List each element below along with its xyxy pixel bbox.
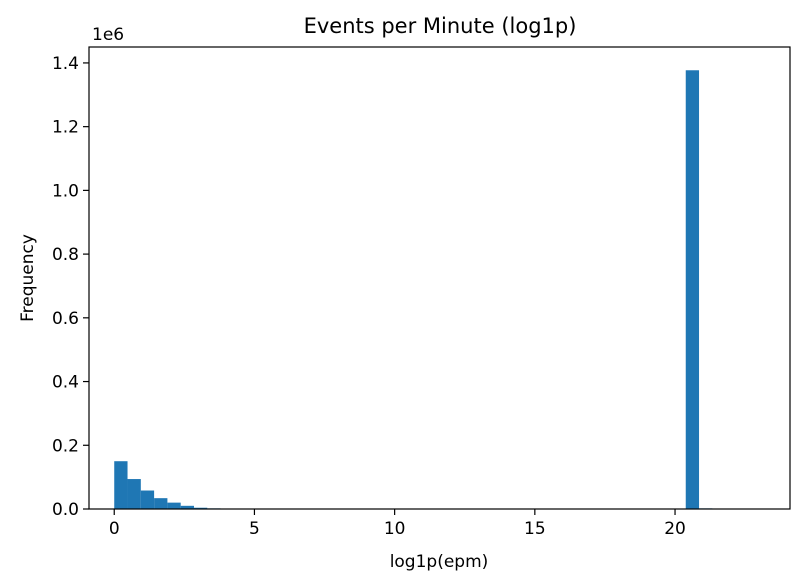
x-tick-label: 15 — [524, 519, 546, 539]
ticks-layer: 0 5 10 15 20 0.0 0.2 0.4 0.6 0.8 1.0 1.2 1.4 — [52, 54, 686, 539]
histogram-bar-2 — [140, 490, 155, 509]
y-tick-label: 0.2 — [52, 436, 79, 456]
chart-title: Events per Minute (log1p) — [304, 14, 577, 38]
histogram-bar-9 — [685, 70, 700, 509]
y-tick-label: 1.2 — [52, 118, 79, 138]
bars-layer — [114, 70, 713, 509]
x-tick-label: 5 — [249, 519, 260, 539]
y-tick-label: 0.4 — [52, 373, 79, 393]
histogram-bar-3 — [154, 498, 168, 509]
y-axis-label: Frequency — [18, 234, 38, 322]
histogram-bar-0 — [114, 461, 128, 509]
y-tick-label: 0.0 — [52, 500, 79, 520]
y-tick-label: 1.4 — [52, 54, 79, 74]
x-tick-label: 10 — [384, 519, 406, 539]
histogram-bar-6 — [193, 507, 208, 509]
y-axis-offset-label: 1e6 — [92, 25, 124, 45]
y-tick-label: 0.6 — [52, 309, 79, 329]
x-tick-label: 0 — [109, 519, 120, 539]
y-tick-label: 1.0 — [52, 181, 79, 201]
x-axis-label: log1p(epm) — [390, 552, 489, 572]
histogram-bar-4 — [167, 502, 181, 509]
histogram-bar-1 — [127, 479, 141, 509]
histogram-bar-5 — [180, 505, 194, 509]
plot-frame — [88, 46, 791, 510]
x-tick-label: 20 — [664, 519, 686, 539]
y-tick-label: 0.8 — [52, 245, 79, 265]
